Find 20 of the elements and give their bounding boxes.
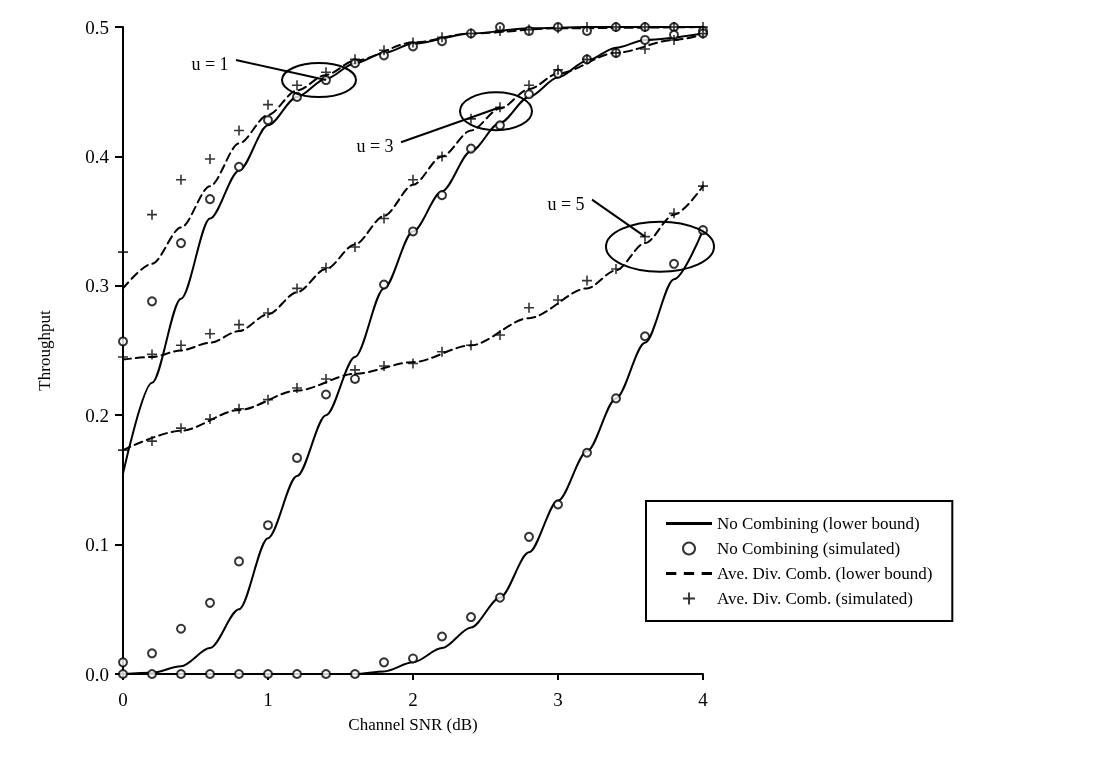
x-tick-label: 3 — [553, 688, 563, 710]
y-tick-label: 0.5 — [85, 16, 109, 38]
legend-label: No Combining (simulated) — [717, 539, 901, 558]
annotation: u = 5 — [547, 193, 585, 214]
legend-label: Ave. Div. Comb. (simulated) — [717, 589, 913, 608]
x-tick-label: 4 — [698, 688, 709, 710]
x-axis-title: Channel SNR (dB) — [348, 715, 478, 734]
y-tick-label: 0.2 — [85, 404, 109, 426]
annotation: u = 3 — [356, 136, 394, 157]
y-tick-label: 0.4 — [85, 145, 110, 167]
annotation: u = 1 — [191, 54, 229, 75]
x-tick-label: 1 — [263, 688, 273, 710]
x-tick-label: 0 — [118, 688, 128, 710]
y-tick-label: 0.0 — [85, 663, 109, 685]
y-tick-label: 0.1 — [85, 534, 109, 556]
y-axis-title: Throughput — [35, 310, 54, 391]
y-tick-label: 0.3 — [85, 275, 109, 297]
legend-label: Ave. Div. Comb. (lower bound) — [717, 564, 933, 583]
x-tick-label: 2 — [408, 688, 418, 710]
legend-label: No Combining (lower bound) — [717, 514, 920, 533]
